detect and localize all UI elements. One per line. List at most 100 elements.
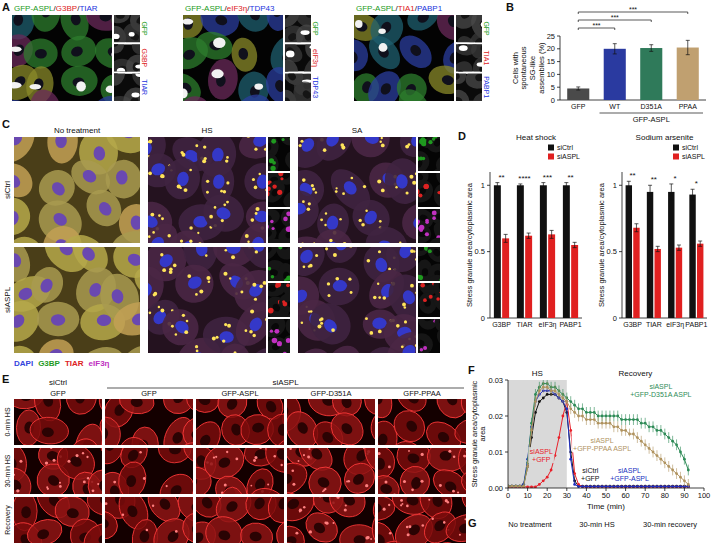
granule: [449, 152, 453, 156]
granule: [443, 295, 447, 299]
cell: [77, 342, 129, 384]
nucleus: [99, 12, 111, 22]
granule: [327, 360, 331, 364]
nucleus: [282, 241, 289, 249]
granule: [279, 360, 282, 363]
nucleus: [322, 91, 333, 102]
granule: [432, 137, 435, 140]
granule: [335, 277, 339, 281]
nucleus: [449, 272, 465, 285]
nucleus: [55, 133, 67, 148]
granule: [307, 207, 311, 211]
cell: [46, 119, 79, 165]
granule: [167, 234, 170, 237]
granule: [464, 136, 467, 139]
aggregate: [165, 61, 173, 68]
nucleus: [333, 359, 350, 377]
granule: [332, 363, 334, 365]
granule: [319, 319, 322, 322]
granule: [147, 141, 149, 143]
nucleus: [506, 111, 517, 121]
nucleus: [155, 95, 164, 102]
granule: [252, 178, 255, 181]
cell: [429, 289, 459, 318]
granule: [451, 270, 454, 273]
granule: [428, 249, 432, 253]
nucleus: [224, 499, 239, 514]
aggregate: [487, 103, 497, 112]
cell: [280, 545, 318, 550]
cell: [0, 194, 34, 238]
nucleus: [347, 51, 358, 64]
granule: [409, 175, 413, 179]
cell: [263, 355, 284, 374]
granule: [186, 320, 189, 323]
granule: [212, 355, 215, 358]
nucleus: [440, 191, 447, 199]
cell: [119, 548, 162, 550]
granule: [442, 264, 445, 267]
cell: [235, 544, 276, 550]
nucleus: [481, 120, 491, 131]
column-header: GFP: [50, 389, 65, 398]
granule: [236, 369, 239, 372]
nucleus: [290, 317, 300, 326]
cell: [64, 377, 98, 415]
nucleus: [140, 96, 152, 106]
nucleus: [324, 130, 342, 148]
cell: [447, 178, 480, 211]
cell: [162, 67, 206, 109]
nucleus: [375, 108, 389, 121]
aggregate: [507, 38, 515, 44]
nucleus: [433, 138, 443, 148]
nucleus: [35, 49, 47, 59]
granule: [314, 367, 317, 370]
granule: [254, 456, 257, 459]
channel-label: G3BP: [141, 49, 148, 68]
nucleus: [157, 7, 168, 18]
cell: [296, 97, 335, 141]
nucleus: [441, 161, 451, 171]
granule: [444, 267, 447, 270]
granule: [259, 173, 261, 175]
granule: [220, 190, 223, 193]
aggregate: [112, 34, 120, 39]
granule: [226, 201, 229, 204]
granule: [196, 240, 199, 243]
granule: [396, 324, 400, 328]
granule: [377, 180, 381, 184]
granule: [447, 169, 451, 173]
nucleus: [454, 213, 464, 223]
granule: [320, 218, 323, 221]
channel-label: eIF3η: [311, 49, 319, 67]
granule: [433, 360, 439, 366]
nucleus: [184, 476, 198, 489]
granule: [310, 310, 313, 313]
nucleus: [21, 506, 31, 518]
granule: [197, 240, 200, 243]
nucleus: [460, 173, 467, 181]
granule: [447, 153, 450, 156]
nucleus: [506, 89, 516, 100]
granule: [282, 138, 285, 141]
nucleus: [254, 449, 267, 459]
granule: [19, 460, 22, 463]
aggregate: [346, 115, 359, 125]
granule: [312, 188, 315, 191]
cell: [320, 222, 365, 269]
title-part: eIF3η: [227, 4, 247, 13]
granule: [166, 485, 168, 487]
granule: [254, 298, 257, 301]
granule: [401, 345, 404, 348]
granule: [291, 348, 296, 353]
stain-legend: DAPI: [14, 359, 33, 368]
nucleus: [66, 507, 80, 519]
granule: [264, 148, 267, 151]
nucleus: [453, 321, 463, 330]
granule: [335, 187, 337, 189]
granule: [414, 189, 420, 195]
cell: [145, 61, 181, 96]
nucleus: [215, 205, 233, 221]
nucleus: [214, 14, 229, 27]
granule: [195, 345, 198, 348]
